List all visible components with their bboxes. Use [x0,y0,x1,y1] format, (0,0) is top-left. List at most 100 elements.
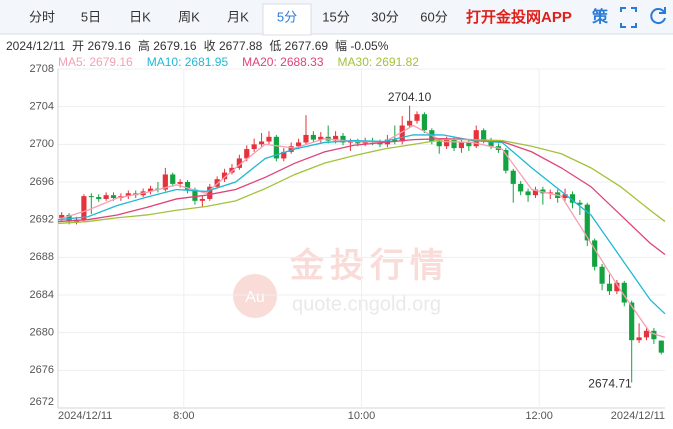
x-tick-label: 10:00 [348,410,376,422]
candle-body [599,266,605,284]
candle-body [125,193,131,197]
min-annotation: 2674.71 [588,377,632,391]
y-tick-label: 2676 [30,364,54,376]
candle-body [295,142,302,147]
candle-body [399,125,405,142]
x-tick-label: 2024/12/11 [58,410,112,422]
candle-body [207,186,213,199]
y-tick-label: 2696 [30,176,54,188]
candle-body [251,144,257,150]
candle-body [562,194,568,199]
candle-body [333,135,339,141]
candle-body [88,196,94,198]
info-item: 收 2677.88 [204,39,263,53]
candle-body [547,192,553,194]
candle-body [451,139,457,149]
tab[interactable]: 30分 [371,9,398,24]
candle-body [658,340,664,353]
y-tick-label: 2672 [30,396,54,408]
tab[interactable]: 15分 [322,9,349,24]
candle-body [266,136,272,142]
candle-body [481,130,487,141]
info-item: 2024/12/11 [6,39,65,53]
candle-body [184,182,191,190]
candle-body [606,283,613,292]
candle-body [436,141,442,147]
legend-entry: MA20: 2688.33 [242,55,324,69]
refresh-icon[interactable] [650,7,666,25]
x-tick-label: 12:00 [525,410,553,422]
watermark-title: 金投行情 [289,246,450,285]
y-tick-label: 2708 [30,63,54,75]
max-annotation: 2704.10 [388,90,432,104]
candle-body [421,114,428,131]
candle-body [281,151,287,159]
candle-body [414,114,420,121]
candle-body [192,189,198,201]
y-tick-label: 2700 [30,138,54,150]
candle-body [518,183,524,192]
candle-body [621,282,627,303]
candle-body [510,170,516,184]
legend-entry: MA30: 2691.82 [338,55,420,69]
candle-body [199,198,205,201]
candle-body [303,134,309,143]
info-item: 幅 -0.05% [335,38,389,53]
y-tick-label: 2680 [30,327,54,339]
info-item: 开 2679.16 [72,39,131,53]
y-tick-label: 2692 [30,214,54,226]
candle-body [636,337,642,341]
candle-body [162,174,168,190]
tabs: 分时 5日 日K 周K 月K 5分 15分 30分 60分 [29,3,448,36]
candle-body [592,240,598,267]
candle-body [584,204,590,241]
legend: MA5: 2679.16 MA10: 2681.95 MA20: 2688.33 MA… [58,55,419,69]
candle-body [103,195,109,199]
watermark-logo [233,274,277,318]
ma-line [57,124,666,338]
candle-body [170,174,176,184]
candle-body [614,282,620,292]
candle-body [273,136,279,159]
tab[interactable]: 月K [227,9,249,24]
candle-body [221,172,228,180]
watermark-logo-text: Au [245,289,265,306]
active-tab [262,3,312,36]
info-item: 高 2679.16 [138,38,197,53]
tab[interactable]: 5日 [81,9,101,24]
candle-body [569,194,576,203]
candle-body [466,142,472,147]
promo-link[interactable]: 打开金投网APP [466,8,572,26]
tab[interactable]: 5分 [277,9,297,24]
candle-body [347,141,353,143]
candle-body [288,146,294,152]
candle-body [651,330,657,340]
tab[interactable]: 分时 [29,9,55,24]
ma-line [57,138,666,225]
candle-body [340,135,346,143]
legend-entry: MA5: 2679.16 [58,55,133,69]
info-item: 低 2677.69 [269,39,328,53]
info-line: 2024/12/11 开 2679.16 高 2679.16 收 2677.88 低 2… [6,38,389,53]
strategy-button[interactable]: 策 [591,7,609,26]
candle-body [444,139,450,147]
candle-body [629,302,635,341]
candle-body [473,130,479,147]
watermark: Au 金投行情 quote.cngold.org [233,246,450,318]
watermark-url: quote.cngold.org [292,293,441,315]
legend-entry: MA10: 2681.95 [147,55,229,69]
candle-body [81,196,87,220]
y-tick-label: 2704 [30,101,54,113]
candle-body [355,141,361,144]
tab-bar [0,0,673,34]
candle-body [488,140,494,147]
tab[interactable]: 周K [178,9,200,24]
fullscreen-icon[interactable] [620,7,637,28]
tab[interactable]: 日K [129,9,151,24]
candle-body [147,188,154,192]
candle-body [258,141,265,145]
candle-body [503,149,509,171]
tab[interactable]: 60分 [420,9,447,24]
